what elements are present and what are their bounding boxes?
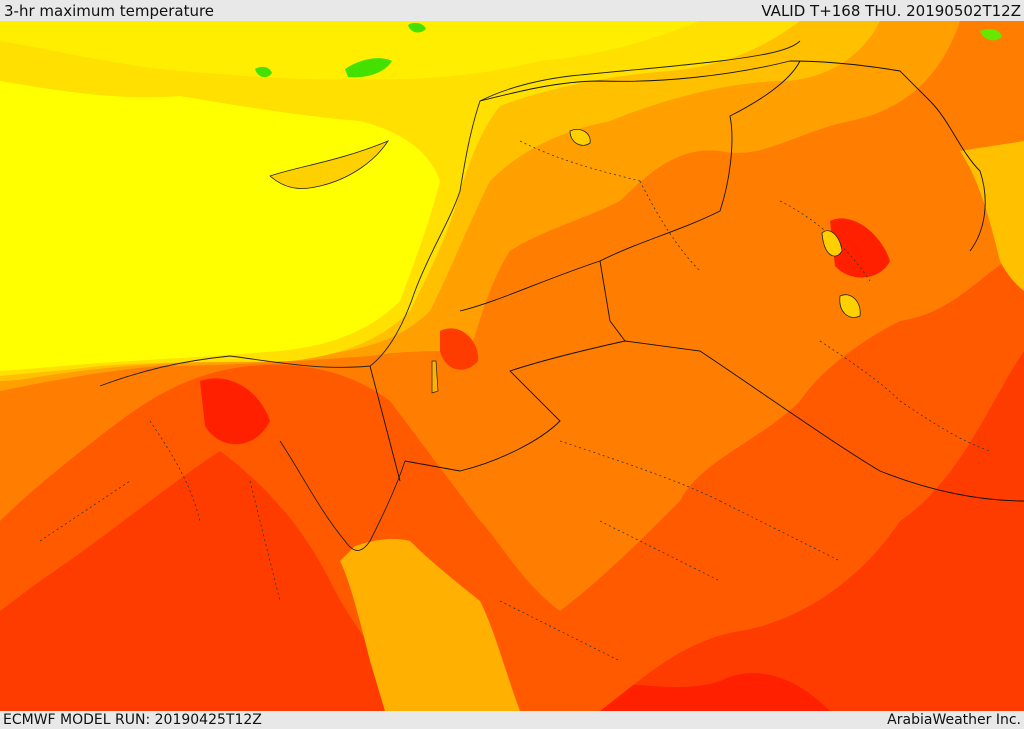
model-run: ECMWF MODEL RUN: 20190425T12Z [3,712,262,728]
gulf-of-suez [279,440,406,551]
red-sea [340,538,520,711]
border-2 [459,260,626,342]
field-zagros [960,141,1024,291]
field-turkey [0,21,700,80]
border-1 [404,340,1024,502]
cyprus [269,140,390,189]
coastline [99,40,801,387]
lake-2 [839,294,861,318]
field-light-yellow [0,81,440,371]
temperature-map [0,21,1024,711]
credit: ArabiaWeather Inc. [887,712,1021,728]
map-title: 3-hr maximum temperature [4,2,215,20]
field-green-4 [980,29,1002,41]
field-green-2 [345,58,392,78]
footer-bar: ECMWF MODEL RUN: 20190425T12Z ArabiaWeat… [0,711,1024,729]
dead-sea [431,360,439,394]
field-green-1 [255,66,272,78]
hotspot-1 [830,218,890,278]
hotspot-2 [200,378,270,445]
border-5 [369,365,401,482]
header-bar: 3-hr maximum temperature VALID T+168 THU… [0,0,1024,21]
admin-borders [39,140,991,662]
border-3 [599,60,801,262]
valid-time: VALID T+168 THU. 20190502T12Z [761,2,1021,20]
lake-1 [821,230,843,257]
field-green-3 [408,22,426,33]
border-4 [479,60,986,252]
hotspot-3 [440,328,479,370]
lake-3 [569,128,591,146]
